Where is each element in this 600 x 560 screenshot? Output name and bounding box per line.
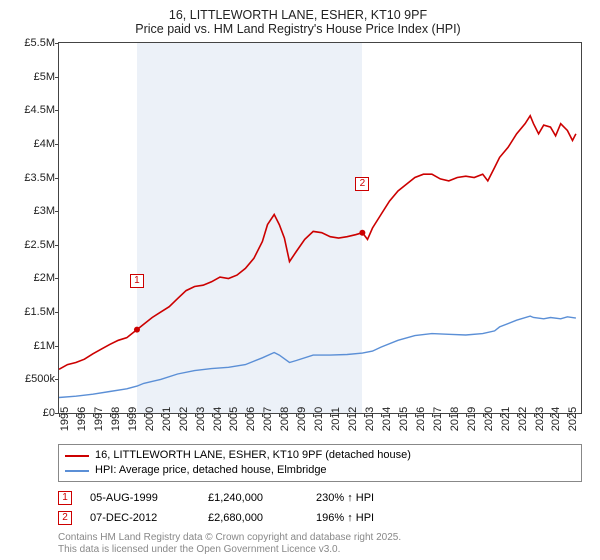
y-tick-mark	[55, 43, 59, 44]
transaction-number-box: 2	[58, 511, 72, 525]
y-tick-mark	[55, 178, 59, 179]
title-address: 16, LITTLEWORTH LANE, ESHER, KT10 9PF	[8, 8, 588, 22]
y-tick-label: £0	[5, 407, 55, 419]
y-tick-mark	[55, 278, 59, 279]
y-tick-label: £4M	[5, 138, 55, 150]
plot-area: £0£500k£1M£1.5M£2M£2.5M£3M£3.5M£4M£4.5M£…	[58, 42, 582, 414]
legend-label: HPI: Average price, detached house, Elmb…	[95, 463, 327, 478]
y-tick-label: £2.5M	[5, 239, 55, 251]
y-tick-label: £2M	[5, 272, 55, 284]
legend: 16, LITTLEWORTH LANE, ESHER, KT10 9PF (d…	[58, 444, 582, 482]
y-tick-mark	[55, 211, 59, 212]
y-tick-label: £3.5M	[5, 172, 55, 184]
y-tick-mark	[55, 379, 59, 380]
transaction-amount: £2,680,000	[208, 508, 298, 528]
chart-titles: 16, LITTLEWORTH LANE, ESHER, KT10 9PF Pr…	[8, 8, 588, 36]
transaction-date: 07-DEC-2012	[90, 508, 190, 528]
chart-svg	[59, 43, 581, 413]
legend-row: HPI: Average price, detached house, Elmb…	[65, 463, 575, 478]
y-tick-mark	[55, 312, 59, 313]
y-tick-label: £4.5M	[5, 104, 55, 116]
transaction-pct: 230% ↑ HPI	[316, 488, 374, 508]
transaction-pct: 196% ↑ HPI	[316, 508, 374, 528]
transaction-point	[134, 327, 140, 333]
footer: Contains HM Land Registry data © Crown c…	[58, 532, 582, 556]
transaction-row: 1 05-AUG-1999 £1,240,000 230% ↑ HPI	[58, 488, 582, 508]
y-tick-mark	[55, 110, 59, 111]
transaction-marker-box: 2	[355, 177, 369, 191]
transaction-point	[359, 230, 365, 236]
title-description: Price paid vs. HM Land Registry's House …	[8, 22, 588, 36]
transaction-number-box: 1	[58, 491, 72, 505]
y-tick-mark	[55, 245, 59, 246]
transaction-date: 05-AUG-1999	[90, 488, 190, 508]
y-tick-label: £5M	[5, 71, 55, 83]
transaction-marker-box: 1	[130, 274, 144, 288]
y-tick-label: £3M	[5, 205, 55, 217]
legend-swatch	[65, 470, 89, 472]
footer-license: This data is licensed under the Open Gov…	[58, 544, 582, 556]
transaction-row: 2 07-DEC-2012 £2,680,000 196% ↑ HPI	[58, 508, 582, 528]
y-tick-label: £500k	[5, 373, 55, 385]
y-tick-label: £1M	[5, 340, 55, 352]
legend-label: 16, LITTLEWORTH LANE, ESHER, KT10 9PF (d…	[95, 448, 411, 463]
legend-swatch	[65, 455, 89, 457]
y-tick-mark	[55, 144, 59, 145]
legend-row: 16, LITTLEWORTH LANE, ESHER, KT10 9PF (d…	[65, 448, 575, 463]
transaction-rows: 1 05-AUG-1999 £1,240,000 230% ↑ HPI 2 07-DEC-…	[58, 488, 582, 528]
chart-container: 16, LITTLEWORTH LANE, ESHER, KT10 9PF Pr…	[0, 0, 600, 560]
y-tick-mark	[55, 77, 59, 78]
y-tick-label: £1.5M	[5, 306, 55, 318]
x-axis-zone	[58, 414, 582, 444]
footer-copyright: Contains HM Land Registry data © Crown c…	[58, 532, 582, 544]
y-tick-mark	[55, 346, 59, 347]
y-tick-label: £5.5M	[5, 37, 55, 49]
transaction-amount: £1,240,000	[208, 488, 298, 508]
